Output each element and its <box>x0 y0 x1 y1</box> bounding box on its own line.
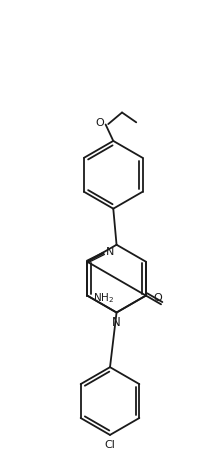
Text: Cl: Cl <box>104 440 116 450</box>
Text: N: N <box>106 247 114 257</box>
Text: O: O <box>96 118 104 128</box>
Text: NH$_2$: NH$_2$ <box>93 291 114 304</box>
Text: O: O <box>153 293 162 303</box>
Text: N: N <box>112 316 121 329</box>
